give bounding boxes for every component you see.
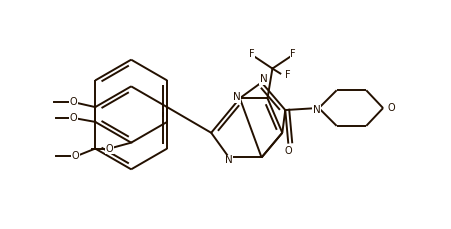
Text: N: N (232, 92, 240, 102)
Text: N: N (312, 105, 320, 115)
Text: O: O (69, 113, 77, 123)
Text: N: N (259, 74, 267, 85)
Text: O: O (69, 97, 77, 107)
Text: O: O (387, 103, 394, 113)
Text: F: F (285, 71, 290, 80)
Text: O: O (72, 152, 79, 161)
Text: F: F (249, 49, 254, 59)
Text: O: O (106, 144, 113, 154)
Text: N: N (225, 155, 232, 165)
Text: F: F (290, 49, 295, 59)
Text: O: O (284, 146, 291, 155)
